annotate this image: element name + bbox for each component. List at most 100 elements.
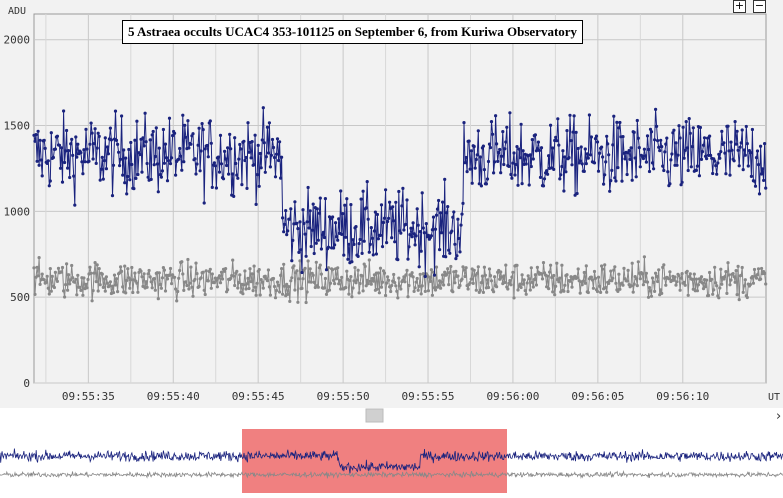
data-point [110,194,115,198]
data-point [247,150,251,154]
data-point [347,242,351,246]
data-point [723,275,727,279]
data-point [583,147,587,151]
data-point [471,281,475,285]
data-point [124,156,128,160]
data-point [274,288,279,293]
data-point [458,250,462,254]
data-point [91,289,95,293]
overview-selection [242,429,507,493]
data-point [708,270,712,275]
data-point [405,198,409,202]
y-tick-label: 2000 [4,34,31,47]
data-point [499,270,503,274]
data-point [473,166,477,170]
data-point [662,263,666,267]
data-point [55,279,60,283]
data-point [479,281,483,285]
data-point [338,278,342,282]
data-point [547,287,551,291]
data-point [478,288,482,292]
data-point [231,258,235,262]
zoom-in-button[interactable]: + [733,0,746,13]
data-point [195,272,199,276]
data-point [48,267,52,271]
x-tick-label: 09:55:55 [402,390,455,403]
data-point [250,272,254,276]
data-point [386,275,390,279]
data-point [289,279,293,283]
data-point [344,235,348,239]
data-point [198,169,202,173]
data-point [483,273,487,277]
data-point [38,282,42,286]
data-point [727,149,731,153]
data-point [438,248,442,252]
data-point [82,148,86,152]
data-point [180,168,184,172]
data-point [201,128,205,132]
data-point [114,138,119,142]
data-point [37,163,41,167]
data-point [690,145,694,149]
data-point [69,278,73,282]
data-point [582,270,586,275]
data-point [226,146,230,150]
data-point [431,215,436,219]
data-point [298,259,302,263]
data-point [164,156,169,160]
data-point [352,242,356,246]
data-point [253,285,257,289]
zoom-out-button[interactable]: − [753,0,766,13]
data-point [482,265,486,269]
data-point [708,134,712,138]
data-point [304,300,308,305]
data-point [193,157,197,161]
data-point [282,262,286,266]
data-point [703,285,708,289]
data-point [168,266,173,271]
data-point [68,175,72,180]
data-point [617,272,621,276]
data-point [734,142,738,146]
data-point [441,200,445,204]
data-point [202,201,206,205]
data-point [523,289,527,293]
data-point [410,271,414,275]
data-point [568,113,572,117]
data-point [451,215,455,219]
data-point [252,163,256,167]
data-point [263,274,267,278]
data-point [401,186,405,190]
data-point [60,180,65,184]
data-point [487,142,492,146]
data-point [58,166,63,170]
data-point [322,235,326,240]
data-point [283,222,287,226]
data-point [629,284,633,288]
data-point [288,299,292,303]
data-point [718,286,722,290]
data-point [290,276,294,280]
data-point [759,277,763,281]
scroll-right-arrow[interactable]: › [776,409,781,424]
data-point [62,109,66,113]
data-point [191,132,195,136]
data-point [286,229,290,233]
data-point [475,153,479,157]
data-point [764,282,768,286]
data-point [42,278,46,282]
data-point [371,253,375,257]
data-point [632,282,636,286]
data-point [392,219,396,223]
data-point [541,184,546,188]
data-point [316,285,320,289]
data-point [715,284,719,288]
data-point [653,138,657,142]
data-point [610,279,614,283]
data-point [177,157,181,161]
data-point [657,268,661,272]
x-tick-label: 09:55:35 [62,390,115,403]
data-point [536,140,541,144]
data-point [468,281,472,285]
